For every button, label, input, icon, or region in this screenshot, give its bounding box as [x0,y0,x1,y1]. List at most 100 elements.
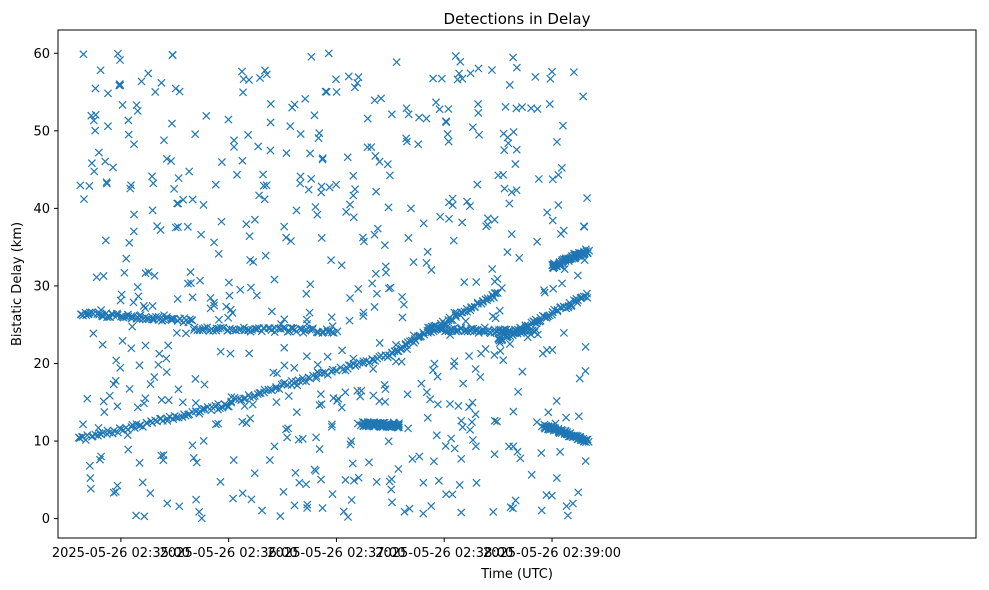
scatter-point [306,149,315,158]
scatter-point [102,179,111,188]
chart-title: Detections in Delay [444,10,591,28]
scatter-point [337,261,346,270]
scatter-point [350,83,359,92]
scatter-point [500,146,509,155]
scatter-point [265,456,274,465]
scatter-point [415,113,424,122]
scatter-point [372,477,381,486]
scatter-point [344,72,353,81]
scatter-point [327,256,336,265]
scatter-point [455,480,464,489]
scatter-point [133,283,142,292]
scatter-point [174,174,183,183]
scatter-point [548,345,557,354]
scatter-point [262,70,271,79]
scatter-point [370,230,379,239]
scatter-point [491,314,500,323]
track-point [298,376,307,385]
scatter-point [94,148,103,157]
scatter-point [279,487,288,496]
scatter-point [511,496,520,505]
scatter-point [325,183,334,192]
scatter-point [133,403,142,412]
scatter-point [322,87,331,96]
scatter-point [276,512,285,521]
scatter-point [286,122,295,131]
scatter-point [444,104,453,114]
scatter-point [465,202,474,211]
scatter-point [129,298,138,307]
scatter-point [324,49,333,58]
scatter-point [306,280,315,289]
scatter-point [548,175,557,184]
scatter-point [492,417,502,426]
x-tick-label: 2025-05-26 02:36:00 [160,546,298,561]
scatter-point [544,408,553,417]
scatter-point [149,179,158,188]
scatter-point [191,130,200,139]
scatter-point [482,222,491,231]
scatter-point [389,418,398,427]
scatter-point [282,149,291,158]
scatter-point [458,74,467,83]
scatter-point [351,185,360,194]
scatter-point [240,401,249,410]
scatter-point [579,92,588,101]
scatter-point [441,441,450,451]
track-point [239,323,248,332]
scatter-point [471,364,480,373]
scatter-point [444,198,453,207]
scatter-point [375,157,384,166]
scatter-point [503,332,512,341]
scatter-point [339,507,348,516]
scatter-point [465,403,474,412]
scatter-point [148,301,157,311]
scatter-point [400,507,409,516]
scatter-point [202,111,211,120]
scatter-point [404,424,413,433]
track-point [344,361,353,370]
scatter-point [442,490,451,499]
scatter-point [444,137,453,146]
scatter-point [508,504,517,513]
scatter-point [474,108,483,117]
scatter-point [542,491,551,500]
scatter-point [327,422,336,431]
scatter-point [270,442,279,451]
scatter-point [146,380,155,389]
scatter-point [139,301,148,310]
track-point [338,365,347,374]
scatter-point [473,180,482,189]
scatter-point [304,185,313,194]
scatter-point [313,210,322,219]
scatter-point [302,289,311,298]
scatter-point [428,366,438,375]
scatter-point [465,352,474,361]
scatter-point [290,363,299,372]
scatter-point [191,398,200,408]
scatter-point [118,100,127,109]
x-tick-label: 2025-05-26 02:35:00 [52,546,190,561]
scatter-point [505,80,514,89]
scatter-point [531,325,540,334]
scatter-point [463,197,472,206]
scatter-point [468,123,477,132]
scatter-point [206,304,215,313]
scatter-point [347,437,356,446]
scatter-point [266,146,275,155]
scatter-point [250,469,259,478]
scatter-point [349,213,358,222]
scatter-point [448,490,457,499]
scatter-point [487,66,496,75]
scatter-point [490,350,499,359]
scatter-point [318,154,327,163]
scatter-point [496,346,505,355]
scatter-point [159,136,168,145]
scatter-point [312,433,321,442]
scatter-point [369,364,378,373]
scatter-point [505,339,515,348]
scatter-point [111,487,120,496]
scatter-point [141,341,150,350]
scatter-point [280,315,289,324]
track-point [583,248,592,257]
